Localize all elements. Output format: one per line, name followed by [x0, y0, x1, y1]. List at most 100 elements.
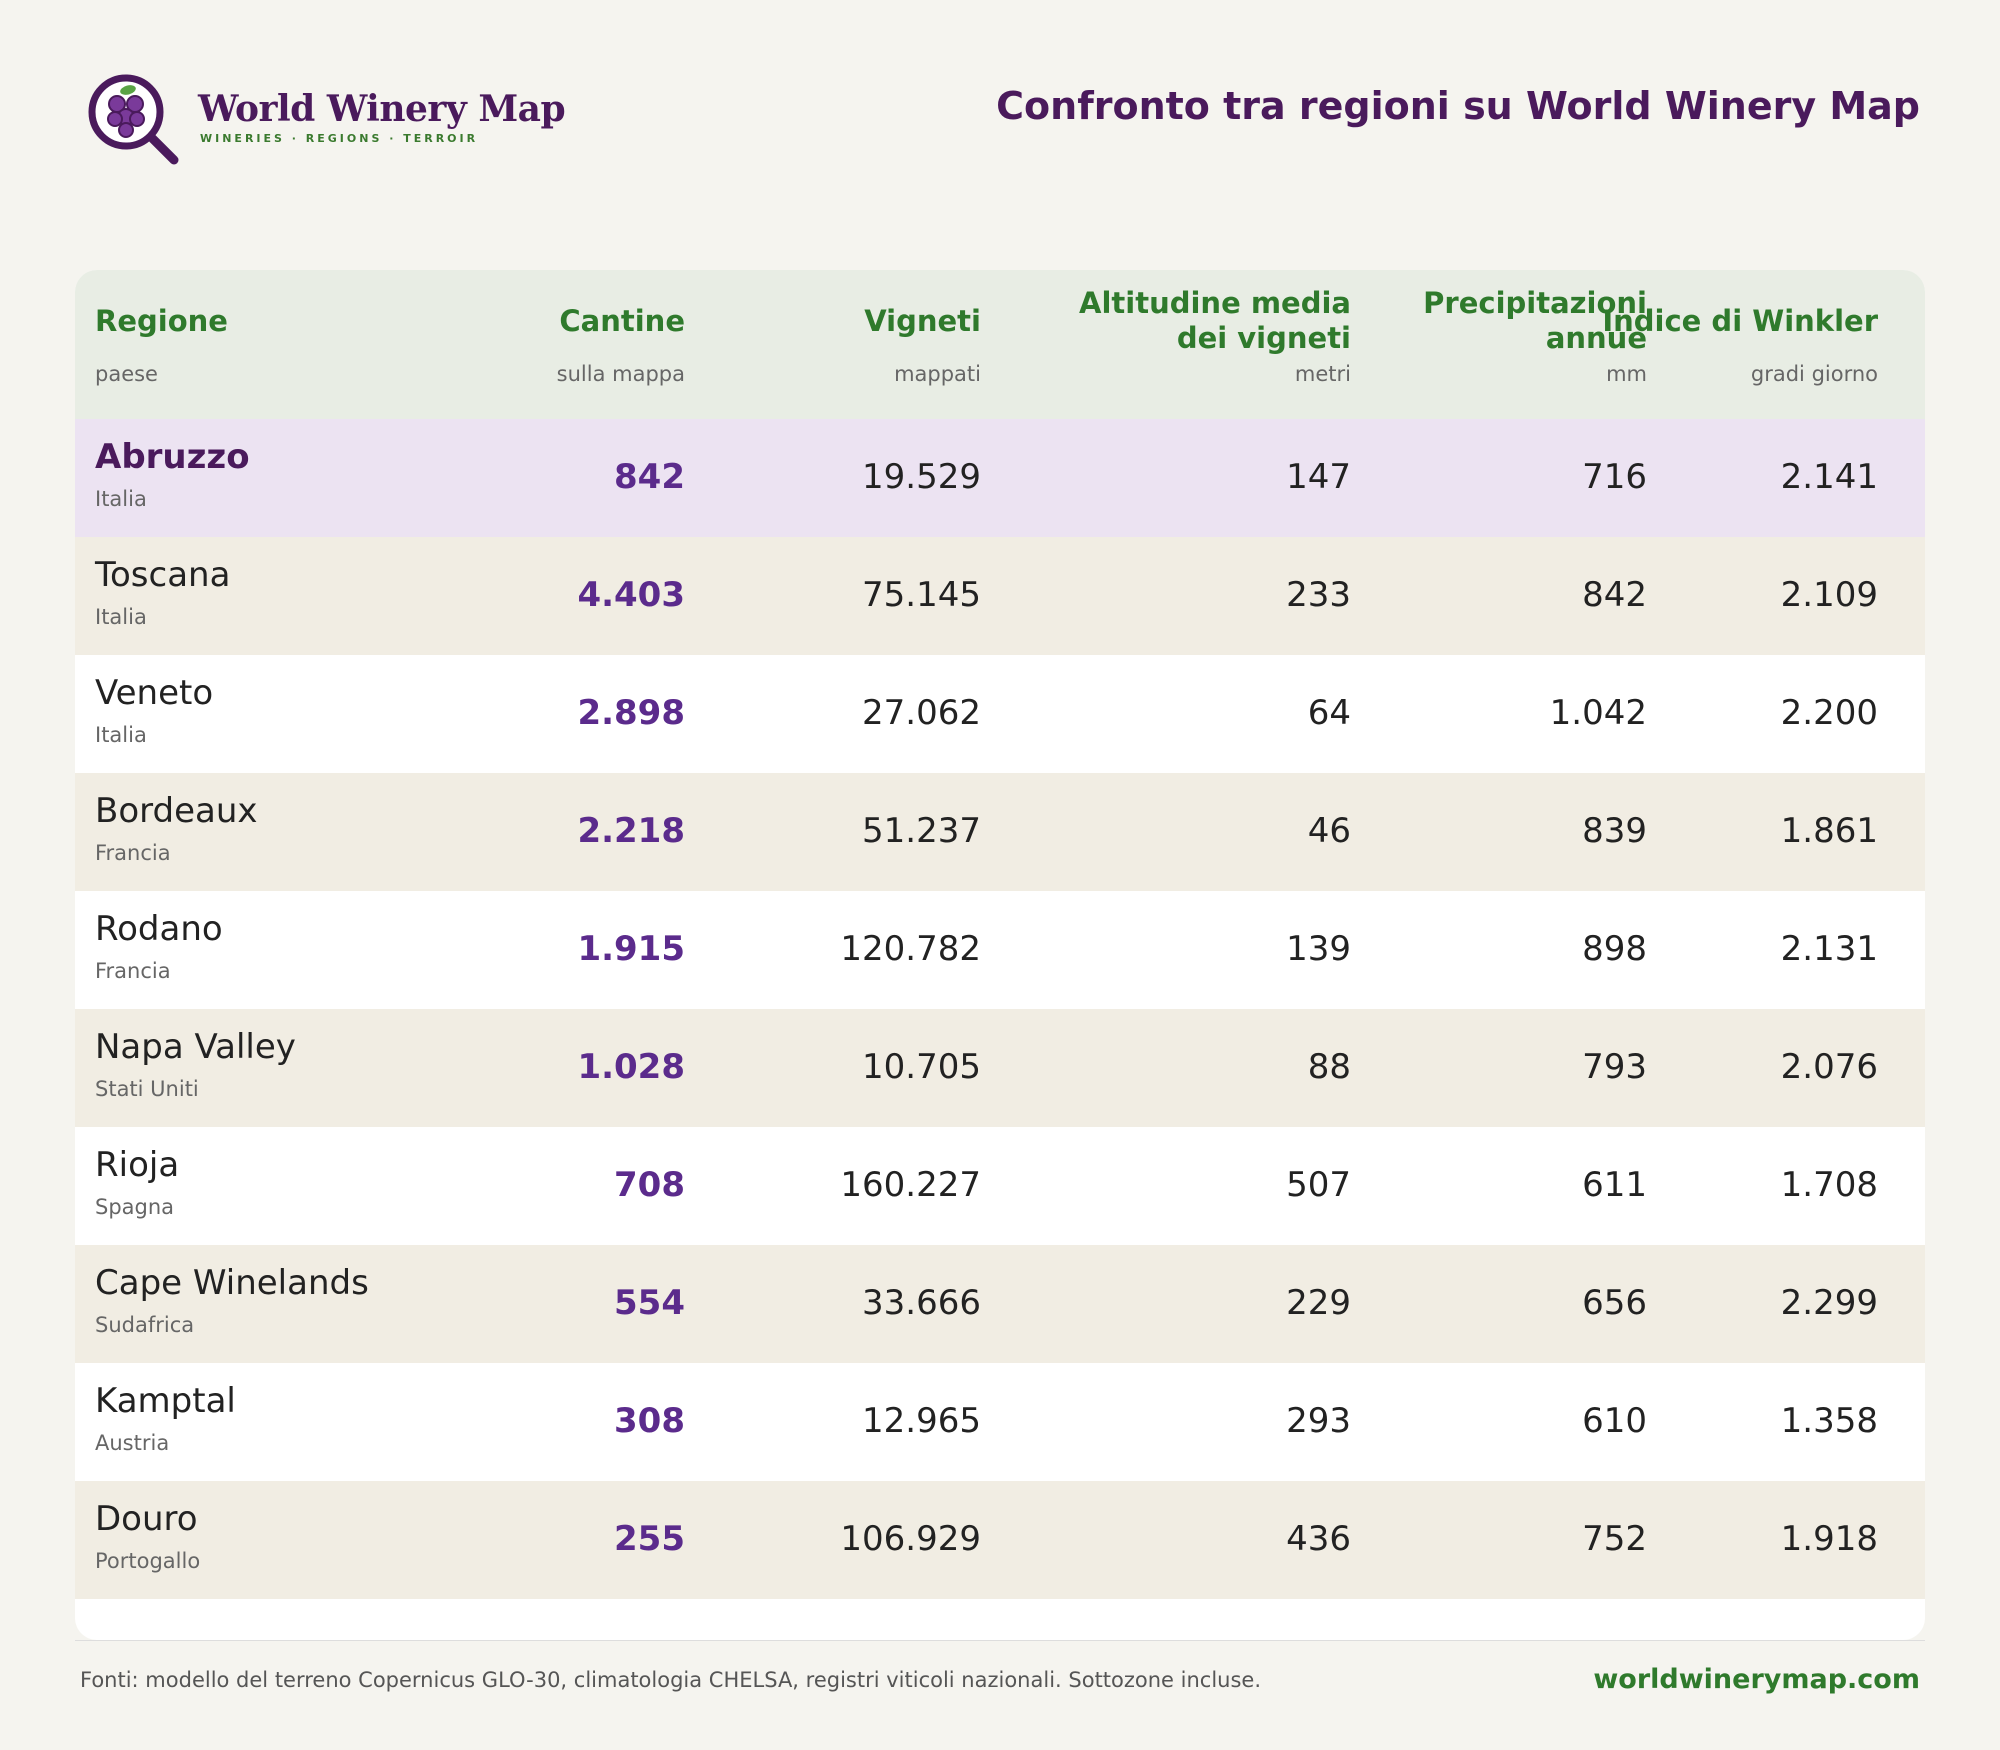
winkler-cell: 2.109: [1780, 575, 1878, 615]
winkler-cell: 1.358: [1780, 1401, 1878, 1441]
cantine-cell: 1.028: [577, 1047, 685, 1087]
precipitazioni-cell: 611: [1582, 1165, 1647, 1205]
winkler-cell: 2.076: [1780, 1047, 1878, 1087]
precipitazioni-cell: 656: [1582, 1283, 1647, 1323]
column-header-altitudine: Altitudine media dei vigneti: [1079, 286, 1351, 356]
comparison-table: Regione paese Cantine sulla mappa Vignet…: [75, 270, 1925, 1640]
cantine-cell: 554: [614, 1283, 685, 1323]
altitudine-cell: 507: [1286, 1165, 1351, 1205]
vigneti-cell: 160.227: [840, 1165, 981, 1205]
column-subheader-altitudine: metri: [1294, 362, 1351, 386]
cantine-cell: 1.915: [577, 929, 685, 969]
region-country: Portogallo: [95, 1549, 201, 1573]
altitudine-cell: 229: [1286, 1283, 1351, 1323]
column-subheader-winkler: gradi giorno: [1750, 362, 1878, 386]
precipitazioni-cell: 839: [1582, 811, 1647, 851]
region-name: Kamptal: [95, 1381, 236, 1421]
cantine-cell: 2.898: [577, 693, 685, 733]
table-header: Regione paese Cantine sulla mappa Vignet…: [75, 270, 1925, 419]
altitudine-cell: 147: [1286, 457, 1351, 497]
precipitazioni-cell: 898: [1582, 929, 1647, 969]
region-country: Stati Uniti: [95, 1077, 199, 1101]
vigneti-cell: 75.145: [862, 575, 981, 615]
table-row: Kamptal Austria 308 12.965 293 610 1.358: [75, 1363, 1925, 1481]
table-row: Veneto Italia 2.898 27.062 64 1.042 2.200: [75, 655, 1925, 773]
region-country: Francia: [95, 841, 171, 865]
column-header-cantine: Cantine: [559, 304, 685, 338]
table-row: Napa Valley Stati Uniti 1.028 10.705 88 793 2.…: [75, 1009, 1925, 1127]
column-header-vigneti: Vigneti: [864, 304, 981, 338]
brand-name: World Winery Map: [198, 88, 566, 130]
cantine-cell: 842: [614, 457, 685, 497]
precipitazioni-cell: 842: [1582, 575, 1647, 615]
cantine-cell: 4.403: [577, 575, 685, 615]
cantine-cell: 308: [614, 1401, 685, 1441]
region-name: Rodano: [95, 909, 223, 949]
column-header-altitudine-line1: Altitudine media: [1079, 286, 1351, 320]
region-country: Spagna: [95, 1195, 175, 1219]
region-name: Toscana: [95, 555, 231, 595]
column-subheader-cantine: sulla mappa: [556, 362, 685, 386]
vigneti-cell: 51.237: [862, 811, 981, 851]
precipitazioni-cell: 610: [1582, 1401, 1647, 1441]
vigneti-cell: 19.529: [862, 457, 981, 497]
column-header-winkler: Indice di Winkler: [1602, 304, 1878, 338]
region-name: Napa Valley: [95, 1027, 296, 1067]
winkler-cell: 2.131: [1780, 929, 1878, 969]
column-subheader-precipitazioni: mm: [1606, 362, 1647, 386]
altitudine-cell: 64: [1307, 693, 1351, 733]
column-header-precipitazioni-line1: Precipitazioni: [1423, 286, 1647, 320]
cantine-cell: 2.218: [577, 811, 685, 851]
vigneti-cell: 27.062: [862, 693, 981, 733]
table-row: Douro Portogallo 255 106.929 436 752 1.918: [75, 1481, 1925, 1599]
column-header-precipitazioni-line2: annue: [1545, 321, 1647, 355]
precipitazioni-cell: 752: [1582, 1519, 1647, 1559]
region-name: Rioja: [95, 1145, 180, 1185]
table-row: Toscana Italia 4.403 75.145 233 842 2.109: [75, 537, 1925, 655]
column-subheader-regione: paese: [95, 362, 158, 386]
region-name: Bordeaux: [95, 791, 258, 831]
table-row: Cape Winelands Sudafrica 554 33.666 229 656 2.…: [75, 1245, 1925, 1363]
precipitazioni-cell: 716: [1582, 457, 1647, 497]
cantine-cell: 255: [614, 1519, 685, 1559]
magnifier-grapes-icon: [88, 74, 179, 165]
region-country: Italia: [95, 605, 147, 629]
region-country: Francia: [95, 959, 171, 983]
table-row: Abruzzo Italia 842 19.529 147 716 2.141: [75, 419, 1925, 537]
winkler-cell: 1.861: [1780, 811, 1878, 851]
column-header-altitudine-line2: dei vigneti: [1176, 321, 1351, 355]
winkler-cell: 1.708: [1780, 1165, 1878, 1205]
table-row: Bordeaux Francia 2.218 51.237 46 839 1.861: [75, 773, 1925, 891]
altitudine-cell: 139: [1286, 929, 1351, 969]
winkler-cell: 1.918: [1780, 1519, 1878, 1559]
page-title: Confronto tra regioni su World Winery Ma…: [996, 84, 1920, 128]
vigneti-cell: 12.965: [862, 1401, 981, 1441]
column-subheader-vigneti: mappati: [894, 362, 981, 386]
region-country: Sudafrica: [95, 1313, 195, 1337]
precipitazioni-cell: 1.042: [1549, 693, 1647, 733]
column-header-regione: Regione: [95, 304, 228, 338]
footer-url[interactable]: worldwinerymap.com: [1593, 1664, 1920, 1695]
region-name: Douro: [95, 1499, 198, 1539]
table-row: Rodano Francia 1.915 120.782 139 898 2.131: [75, 891, 1925, 1009]
vigneti-cell: 10.705: [862, 1047, 981, 1087]
header: World Winery Map WINERIES · REGIONS · TE…: [0, 0, 2000, 200]
altitudine-cell: 436: [1286, 1519, 1351, 1559]
vigneti-cell: 33.666: [862, 1283, 981, 1323]
altitudine-cell: 233: [1286, 575, 1351, 615]
winkler-cell: 2.200: [1780, 693, 1878, 733]
region-name: Veneto: [95, 673, 214, 713]
winkler-cell: 2.141: [1780, 457, 1878, 497]
vigneti-cell: 106.929: [840, 1519, 981, 1559]
region-name: Abruzzo: [95, 437, 250, 477]
region-country: Austria: [95, 1431, 170, 1455]
region-country: Italia: [95, 487, 147, 511]
winkler-cell: 2.299: [1780, 1283, 1878, 1323]
brand-tagline: WINERIES · REGIONS · TERROIR: [200, 132, 479, 145]
table-row: Rioja Spagna 708 160.227 507 611 1.708: [75, 1127, 1925, 1245]
precipitazioni-cell: 793: [1582, 1047, 1647, 1087]
footer-divider: [75, 1640, 1925, 1641]
vigneti-cell: 120.782: [840, 929, 981, 969]
footer-sources: Fonti: modello del terreno Copernicus GL…: [80, 1668, 1262, 1692]
region-country: Italia: [95, 723, 147, 747]
